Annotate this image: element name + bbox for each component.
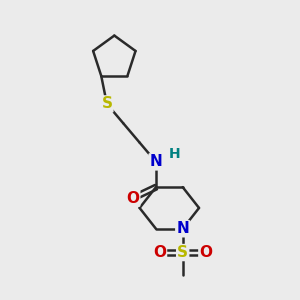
Text: O: O (200, 245, 212, 260)
Text: S: S (177, 245, 188, 260)
Text: S: S (101, 96, 112, 111)
Text: H: H (169, 148, 180, 161)
Text: N: N (176, 221, 189, 236)
Text: N: N (150, 154, 162, 169)
Text: O: O (126, 191, 139, 206)
Text: O: O (153, 245, 166, 260)
